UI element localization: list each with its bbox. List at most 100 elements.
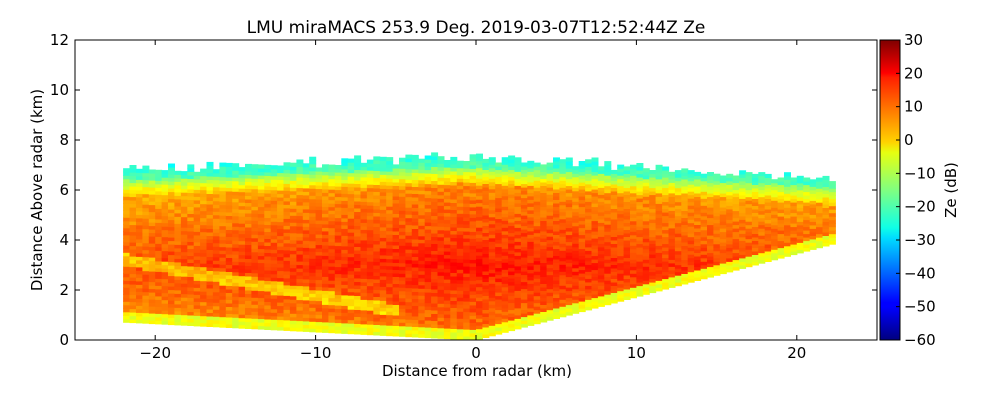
heatmap-cell <box>713 226 721 231</box>
heatmap-cell <box>559 236 567 241</box>
heatmap-cell <box>155 292 163 297</box>
heatmap-cell <box>187 230 195 235</box>
heatmap-cell <box>322 325 329 330</box>
heatmap-cell <box>732 242 740 247</box>
heatmap-cell <box>764 198 772 203</box>
heatmap-cell <box>155 257 163 262</box>
heatmap-cell <box>591 280 599 285</box>
heatmap-cell <box>501 174 509 179</box>
heatmap-cell <box>347 162 355 167</box>
heatmap-cell <box>200 249 208 254</box>
heatmap-cell <box>238 226 246 231</box>
heatmap-cell <box>315 216 323 221</box>
heatmap-cell <box>771 231 779 236</box>
heatmap-cell <box>347 232 355 237</box>
heatmap-cell <box>431 183 439 188</box>
heatmap-cell <box>501 279 509 284</box>
heatmap-cell <box>476 255 483 260</box>
heatmap-cell <box>405 214 413 219</box>
heatmap-cell <box>572 257 580 262</box>
heatmap-cell <box>694 241 702 246</box>
heatmap-cell <box>245 317 252 322</box>
heatmap-cell <box>443 286 451 291</box>
heatmap-cell <box>681 168 689 173</box>
heatmap-cell <box>488 311 496 316</box>
colorbar-tick-label: −20 <box>904 198 936 216</box>
heatmap-cell <box>245 170 252 175</box>
heatmap-cell <box>553 258 560 263</box>
heatmap-cell <box>129 315 137 320</box>
heatmap-cell <box>142 291 150 296</box>
heatmap-cell <box>533 218 541 223</box>
heatmap-cell <box>559 215 567 220</box>
heatmap-cell <box>604 185 612 190</box>
heatmap-cell <box>315 297 323 302</box>
heatmap-cell <box>366 236 374 241</box>
heatmap-cell <box>758 193 766 198</box>
heatmap-cell <box>187 321 195 326</box>
heatmap-cell <box>482 221 490 226</box>
heatmap-cell <box>418 204 426 209</box>
heatmap-cell <box>283 211 291 216</box>
heatmap-cell <box>270 259 278 264</box>
heatmap-cell <box>334 221 342 226</box>
heatmap-cell <box>533 260 541 265</box>
heatmap-cell <box>527 223 535 228</box>
heatmap-cell <box>270 182 278 187</box>
heatmap-cell <box>123 301 131 306</box>
heatmap-cell <box>322 230 329 235</box>
heatmap-cell <box>828 212 836 217</box>
heatmap-cell <box>726 219 734 224</box>
heatmap-cell <box>508 323 516 328</box>
heatmap-cell <box>527 164 535 169</box>
heatmap-cell <box>514 311 522 316</box>
heatmap-cell <box>341 329 349 334</box>
colorbar-tick-label: −10 <box>904 164 936 182</box>
heatmap-cell <box>662 208 670 213</box>
heatmap-cell <box>501 167 509 172</box>
heatmap-cell <box>553 286 560 291</box>
heatmap-cell <box>809 231 817 236</box>
heatmap-cell <box>424 194 432 199</box>
heatmap-cell <box>148 201 156 206</box>
heatmap-cell <box>238 230 246 235</box>
heatmap-cell <box>790 223 798 228</box>
heatmap-cell <box>604 164 612 169</box>
heatmap-cell <box>354 305 362 310</box>
heatmap-cell <box>707 203 714 208</box>
heatmap-cell <box>790 230 798 235</box>
heatmap-cell <box>424 159 432 164</box>
heatmap-cell <box>373 299 381 304</box>
heatmap-cell <box>674 240 682 245</box>
heatmap-cell <box>206 172 214 177</box>
heatmap-cell <box>386 181 394 186</box>
heatmap-cell <box>514 307 522 312</box>
heatmap-cell <box>405 179 413 184</box>
heatmap-cell <box>309 198 317 203</box>
heatmap-cell <box>142 207 150 212</box>
heatmap-cell <box>495 253 503 258</box>
heatmap-cell <box>559 309 567 314</box>
heatmap-cell <box>187 216 195 221</box>
heatmap-cell <box>739 184 747 189</box>
heatmap-cell <box>136 207 143 212</box>
heatmap-cell <box>129 280 137 285</box>
heatmap-cell <box>816 191 823 196</box>
heatmap-cell <box>431 316 439 321</box>
heatmap-cell <box>719 249 727 254</box>
heatmap-cell <box>745 210 753 215</box>
heatmap-cell <box>719 200 727 205</box>
heatmap-cell <box>630 231 637 236</box>
heatmap-cell <box>379 237 387 242</box>
heatmap-cell <box>681 185 689 190</box>
heatmap-cell <box>578 161 586 166</box>
heatmap-cell <box>386 227 394 232</box>
heatmap-cell <box>373 296 381 301</box>
heatmap-cell <box>739 254 747 259</box>
heatmap-cell <box>508 274 516 279</box>
heatmap-cell <box>270 305 278 310</box>
heatmap-cell <box>219 253 227 258</box>
heatmap-cell <box>482 333 490 338</box>
heatmap-cell <box>784 207 791 212</box>
